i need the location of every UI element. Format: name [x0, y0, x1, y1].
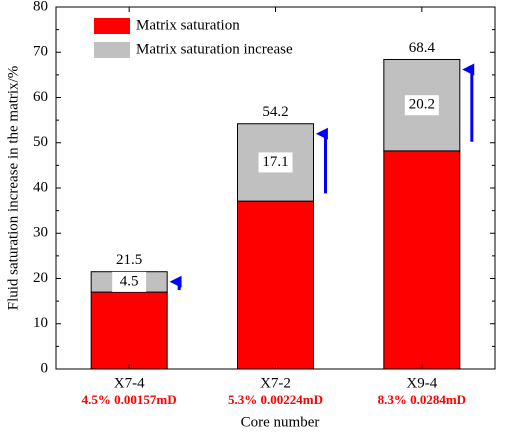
bar-segment: [237, 200, 314, 370]
y-tick-label: 20: [33, 270, 48, 286]
category-note: 8.3% 0.0284mD: [378, 392, 466, 407]
y-axis-title: Fluid saturation increase in the matrix/…: [5, 66, 21, 311]
plot-frame: [55, 6, 496, 370]
y-tick-label: 50: [33, 134, 48, 150]
value-label: 4.5: [120, 273, 139, 289]
value-label-box: [112, 271, 147, 292]
value-label-box: [404, 95, 439, 116]
y-tick-label: 30: [33, 225, 48, 241]
y-tick-label: 40: [33, 179, 48, 195]
total-label: 68.4: [409, 40, 436, 56]
x-tick-label: X9-4: [406, 375, 437, 391]
bar-segment: [90, 291, 168, 370]
category-note: 5.3% 0.00224mD: [228, 392, 323, 407]
legend-swatch: [94, 18, 130, 34]
y-tick-label: 0: [41, 360, 49, 376]
value-label-box: [258, 152, 293, 173]
y-tick-label: 60: [33, 89, 48, 105]
y-tick-label: 70: [33, 44, 48, 60]
x-tick-label: X7-2: [260, 375, 291, 391]
y-tick-label: 80: [33, 0, 48, 14]
total-label: 54.2: [262, 104, 288, 120]
legend-swatch: [94, 42, 130, 58]
x-tick-label: X7-4: [114, 375, 145, 391]
x-axis-title: Core number: [241, 414, 320, 430]
value-label: 20.2: [409, 97, 435, 113]
legend-label: Matrix saturation: [136, 17, 240, 33]
y-tick-label: 10: [33, 315, 48, 331]
category-note: 4.5% 0.00157mD: [82, 392, 177, 407]
total-label: 21.5: [116, 252, 142, 268]
bar-segment: [383, 150, 461, 370]
value-label: 17.1: [262, 154, 288, 170]
legend-label: Matrix saturation increase: [136, 41, 293, 57]
